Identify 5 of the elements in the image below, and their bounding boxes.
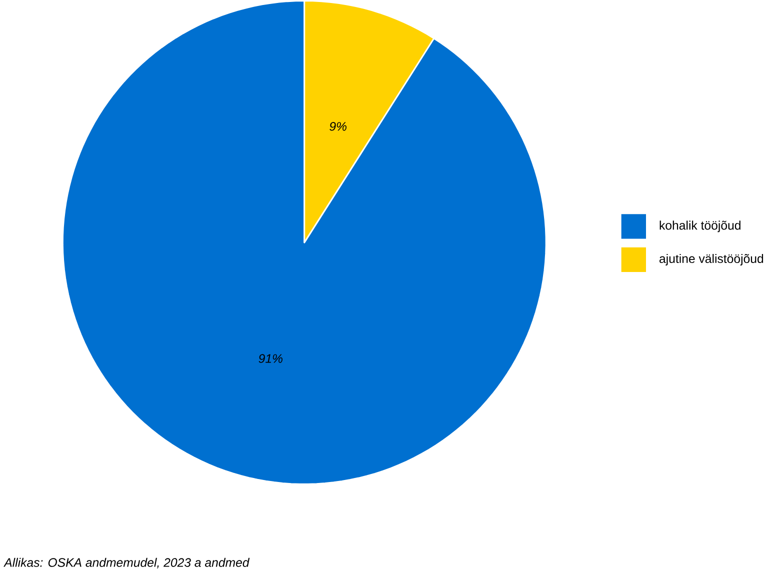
text: Allikas: OSKA andmemudel, 2023 a andmed <box>4 558 250 568</box>
data-label: 9% <box>330 122 346 131</box>
data-label: 91% <box>258 354 282 363</box>
legend-label: ajutine välistööjõud <box>660 254 764 266</box>
legend-label: kohalik tööjõud <box>660 220 740 232</box>
